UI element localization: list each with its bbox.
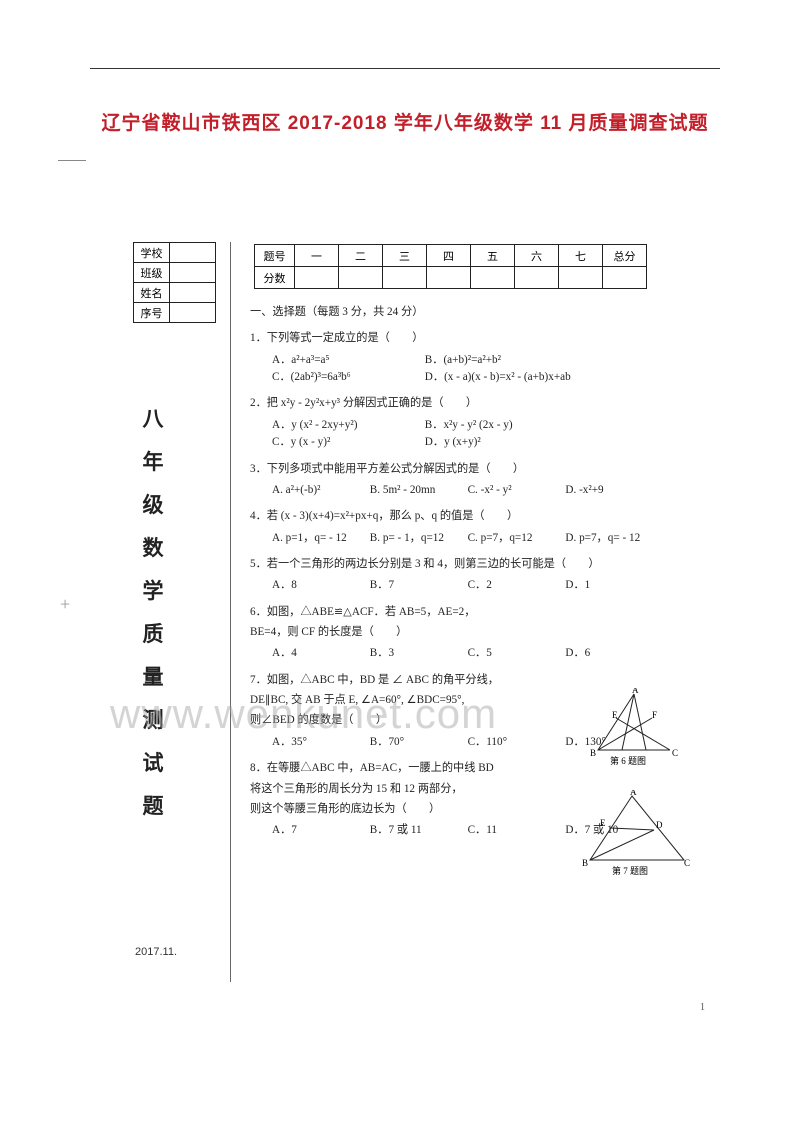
info-label: 学校 xyxy=(134,243,170,263)
q4-options: A. p=1，q= - 12 B. p= - 1，q=12 C. p=7，q=1… xyxy=(250,530,690,547)
option: C．(2ab²)³=6a³b⁶ xyxy=(272,369,422,386)
question-6-line1: 6．如图，△ABE≌△ACF．若 AB=5，AE=2， xyxy=(250,604,690,621)
option: D．1 xyxy=(565,577,660,594)
score-header-row: 题号 一 二 三 四 五 六 七 总分 xyxy=(255,245,647,267)
score-value-row: 分数 xyxy=(255,267,647,289)
score-header-label: 题号 xyxy=(255,245,295,267)
info-value xyxy=(170,283,216,303)
option: C．11 xyxy=(468,822,563,839)
option: B．x²y - y² (2x - y) xyxy=(425,417,575,434)
score-col: 一 xyxy=(295,245,339,267)
option: A．7 xyxy=(272,822,367,839)
svg-text:D: D xyxy=(656,820,663,830)
q5-options: A．8 B．7 C．2 D．1 xyxy=(250,577,690,594)
score-col: 七 xyxy=(559,245,603,267)
svg-text:第 6 题图: 第 6 题图 xyxy=(610,755,646,766)
vertical-divider xyxy=(230,242,231,982)
svg-text:B: B xyxy=(590,748,596,758)
info-label: 班级 xyxy=(134,263,170,283)
option: A．8 xyxy=(272,577,367,594)
option: D. p=7，q= - 12 xyxy=(565,530,660,547)
option: A．4 xyxy=(272,645,367,662)
info-value xyxy=(170,303,216,323)
svg-text:第 7 题图: 第 7 题图 xyxy=(612,865,648,876)
q7-triangle-diagram: A B C E D 第 7 题图 xyxy=(582,790,692,876)
option: C．y (x - y)² xyxy=(272,434,422,451)
option: B. 5m² - 20mn xyxy=(370,482,465,499)
option: D．y (x+y)² xyxy=(425,434,575,451)
score-table: 题号 一 二 三 四 五 六 七 总分 分数 xyxy=(254,244,647,289)
option: A．35° xyxy=(272,734,367,751)
svg-text:A: A xyxy=(632,688,639,695)
info-label: 姓名 xyxy=(134,283,170,303)
page-number: 1 xyxy=(700,1002,705,1013)
option: D．6 xyxy=(565,645,660,662)
section-heading: 一、选择题（每题 3 分，共 24 分） xyxy=(250,304,690,321)
score-col: 二 xyxy=(339,245,383,267)
score-col: 六 xyxy=(515,245,559,267)
vertical-title-text: 八年级数学质量测试题 xyxy=(143,408,164,818)
question-1: 1．下列等式一定成立的是（ ） xyxy=(250,330,690,347)
q6-triangle-diagram: A B C E F 第 6 题图 xyxy=(588,688,680,766)
score-col: 总分 xyxy=(603,245,647,267)
question-7-line1: 7．如图，△ABC 中，BD 是 ∠ ABC 的角平分线， xyxy=(250,672,690,689)
option: B．7 或 11 xyxy=(370,822,465,839)
option: D. -x²+9 xyxy=(565,482,660,499)
exam-date: 2017.11. xyxy=(135,946,177,958)
option: C. p=7，q=12 xyxy=(468,530,563,547)
score-col: 四 xyxy=(427,245,471,267)
q1-options: A．a²+a³=a⁵ B．(a+b)²=a²+b² C．(2ab²)³=6a³b… xyxy=(250,352,690,387)
svg-text:B: B xyxy=(582,858,588,868)
student-info-table: 学校 班级 姓名 序号 xyxy=(133,242,216,323)
option: A．a²+a³=a⁵ xyxy=(272,352,422,369)
score-col: 三 xyxy=(383,245,427,267)
svg-text:C: C xyxy=(672,748,678,758)
option: B．3 xyxy=(370,645,465,662)
option: B．(a+b)²=a²+b² xyxy=(425,352,575,369)
option: A. a²+(-b)² xyxy=(272,482,367,499)
svg-text:A: A xyxy=(630,790,637,797)
svg-text:C: C xyxy=(684,858,690,868)
option: D．(x - a)(x - b)=x² - (a+b)x+ab xyxy=(425,369,575,386)
vertical-exam-title: 八年级数学质量测试题 xyxy=(142,398,164,828)
side-dash xyxy=(58,160,86,161)
info-label: 序号 xyxy=(134,303,170,323)
q3-options: A. a²+(-b)² B. 5m² - 20mn C. -x² - y² D.… xyxy=(250,482,690,499)
option: C．5 xyxy=(468,645,563,662)
question-3: 3．下列多项式中能用平方差公式分解因式的是（ ） xyxy=(250,461,690,478)
registration-mark: + xyxy=(60,594,70,615)
score-row-label: 分数 xyxy=(255,267,295,289)
score-col: 五 xyxy=(471,245,515,267)
option: B. p= - 1，q=12 xyxy=(370,530,465,547)
question-2: 2．把 x²y - 2y²x+y³ 分解因式正确的是（ ） xyxy=(250,395,690,412)
svg-text:F: F xyxy=(652,710,657,720)
question-5: 5．若一个三角形的两边长分别是 3 和 4，则第三边的长可能是（ ） xyxy=(250,556,690,573)
option: B．70° xyxy=(370,734,465,751)
option: A. p=1，q= - 12 xyxy=(272,530,367,547)
info-value xyxy=(170,263,216,283)
svg-text:E: E xyxy=(612,710,618,720)
page-title: 辽宁省鞍山市铁西区 2017-2018 学年八年级数学 11 月质量调查试题 xyxy=(80,108,730,135)
option: C．2 xyxy=(468,577,563,594)
top-horizontal-rule xyxy=(90,68,720,69)
option: C．110° xyxy=(468,734,563,751)
option: B．7 xyxy=(370,577,465,594)
question-6-line2: BE=4，则 CF 的长度是（ ） xyxy=(250,624,690,641)
q2-options: A．y (x² - 2xy+y²) B．x²y - y² (2x - y) C．… xyxy=(250,417,690,452)
option: C. -x² - y² xyxy=(468,482,563,499)
question-4: 4．若 (x - 3)(x+4)=x²+px+q，那么 p、q 的值是（ ） xyxy=(250,508,690,525)
q6-options: A．4 B．3 C．5 D．6 xyxy=(250,645,690,662)
option: A．y (x² - 2xy+y²) xyxy=(272,417,422,434)
svg-text:E: E xyxy=(600,818,606,828)
info-value xyxy=(170,243,216,263)
